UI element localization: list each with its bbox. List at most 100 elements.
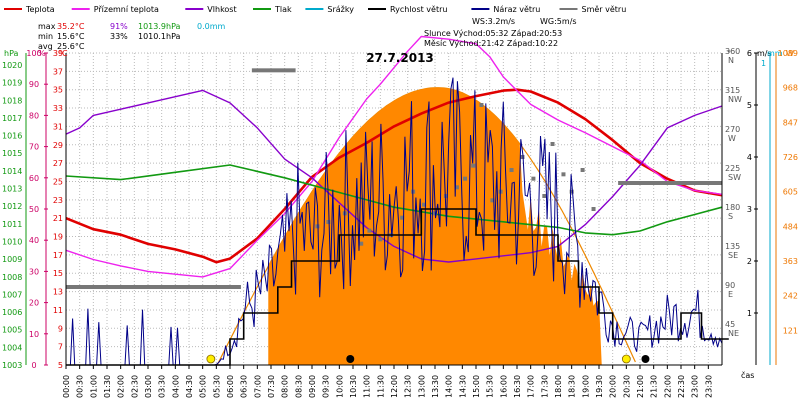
x-tick: 12:00 (390, 375, 399, 398)
hpa-tick: 1003 (2, 361, 22, 370)
series-vlhkost (65, 89, 723, 263)
pct-tick: 100 (26, 49, 41, 58)
stats-avg-temp: 25.6°C (57, 42, 85, 51)
ms-tick: 2 (747, 257, 752, 266)
chart-title: 27.7.2013 (366, 51, 434, 65)
legend: Teplota Přízemní teplota Vlhkost Tlak Srážky… (4, 5, 626, 14)
wind-dir-point (471, 163, 476, 168)
degc-tick: 35 (53, 86, 63, 95)
hpa-tick: 1004 (2, 343, 22, 352)
sun-marker (206, 354, 216, 364)
x-tick: 15:30 (486, 375, 495, 398)
dir-tick-deg: 270 (725, 125, 740, 134)
x-tick: 13:30 (431, 375, 440, 398)
hpa-tick: 1018 (2, 96, 22, 105)
x-tick: 06:30 (240, 375, 249, 398)
dir-tick-deg: 360 (725, 47, 740, 56)
x-tick: 07:30 (267, 375, 276, 398)
legend-label: Tlak (274, 5, 292, 14)
wind-dir-point (443, 194, 448, 198)
w-tick: 484 (783, 222, 798, 231)
x-tick: 04:30 (185, 375, 194, 398)
stats-max-label: max (38, 22, 56, 31)
x-tick: 01:30 (103, 375, 112, 398)
pct-tick: 0 (31, 361, 36, 370)
hpa-tick: 1005 (2, 326, 22, 335)
ms-tick: 4 (747, 153, 752, 162)
wind-dir-point (463, 176, 468, 181)
degc-tick: 7 (58, 343, 63, 352)
x-tick: 13:00 (417, 375, 426, 398)
series-lines (65, 35, 723, 278)
solar-radiation-area (216, 87, 636, 366)
dir-tick-deg: 315 (725, 86, 740, 95)
axes: hPa1020101910181017101610151014101310121… (2, 47, 798, 398)
ms-tick: 6 (747, 49, 752, 58)
pct-tick: 80 (29, 111, 39, 120)
wind-dir-point (550, 142, 555, 146)
pct-tick: 90 (29, 80, 39, 89)
x-tick: 23:30 (704, 375, 713, 398)
stats-min-temp: 15.6°C (57, 32, 85, 41)
degc-tick: 19 (53, 233, 63, 242)
wind-dir-bar (251, 68, 296, 73)
dir-tick-deg: 225 (725, 164, 740, 173)
info-block: WS:3.2m/s WG:5m/s Slunce Východ:05:32 Zá… (424, 17, 577, 48)
x-tick: 00:00 (62, 375, 71, 398)
stats-min-label: min (38, 32, 53, 41)
wind-dir-point (490, 198, 495, 203)
x-tick: 17:30 (540, 375, 549, 398)
x-tick: 17:00 (527, 375, 536, 398)
x-axis-label: čas (741, 370, 754, 380)
mm-tick: 1 (761, 59, 766, 68)
w-tick: 121 (783, 326, 798, 335)
x-tick: 15:00 (472, 375, 481, 398)
dir-tick-label: NE (728, 329, 739, 338)
x-tick: 10:00 (335, 375, 344, 398)
x-tick: 11:00 (363, 375, 372, 398)
stats-avg-label: avg (38, 42, 53, 51)
degc-tick: 31 (53, 122, 63, 131)
x-tick: 05:30 (212, 375, 221, 398)
x-tick: 18:30 (568, 375, 577, 398)
x-tick: 05:00 (199, 375, 208, 398)
stats-block: max 35.2°C 91% 1013.9hPa 0.0mm min 15.6°… (38, 22, 226, 51)
legend-label: Přízemní teplota (94, 5, 159, 14)
w-tick: 968 (783, 84, 798, 93)
wind-dir-point (542, 194, 547, 198)
legend-label: Teplota (25, 5, 55, 14)
degc-tick: 21 (53, 214, 63, 223)
x-tick: 11:30 (376, 375, 385, 398)
dir-tick-label: NW (728, 95, 742, 104)
wind-dir-point (561, 172, 566, 177)
x-tick: 16:30 (513, 375, 522, 398)
w-tick: 363 (783, 257, 798, 266)
hpa-tick: 1016 (2, 132, 22, 141)
solar-theoretical-line (216, 87, 636, 366)
wind-dir-point (580, 168, 585, 172)
stats-max-rain: 0.0mm (197, 22, 226, 31)
legend-label: Srážky (327, 5, 354, 14)
degc-tick: 5 (58, 361, 63, 370)
pct-tick: 40 (29, 236, 39, 245)
wind-dir-point (591, 207, 596, 211)
wind-dir-point (479, 103, 484, 107)
wind-dir-point (531, 176, 536, 181)
x-tick: 02:30 (130, 375, 139, 398)
w-tick: 1089 (778, 49, 798, 58)
pct-tick: 50 (29, 205, 39, 214)
mm-axis-title: mm (767, 49, 783, 58)
ms-tick: 5 (747, 101, 752, 110)
hpa-axis-title: hPa (4, 49, 19, 58)
x-tick: 14:30 (458, 375, 467, 398)
info-sun: Slunce Východ:05:32 Západ:20:53 (424, 29, 562, 38)
wind-dir-point (520, 155, 525, 159)
degc-tick: 9 (58, 324, 63, 333)
hpa-tick: 1019 (2, 79, 22, 88)
wind-dir-point (378, 237, 383, 242)
pct-tick: 20 (29, 299, 39, 308)
x-tick: 20:30 (622, 375, 631, 398)
x-tick: 14:00 (445, 375, 454, 398)
wind-dir-point (326, 220, 331, 224)
